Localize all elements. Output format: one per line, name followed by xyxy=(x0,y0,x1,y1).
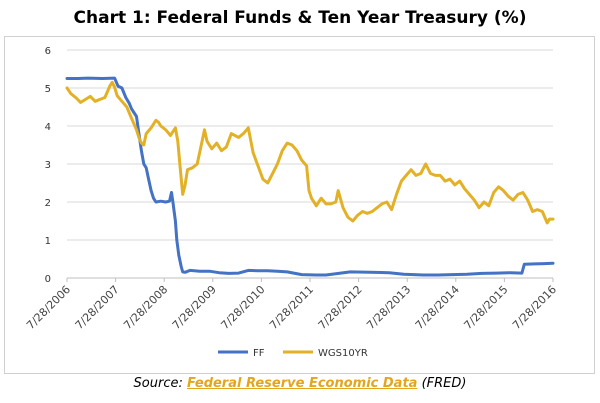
legend-label-ff: FF xyxy=(253,348,265,359)
series-lines xyxy=(65,76,555,277)
series-line-ff xyxy=(65,76,555,277)
source-caption: Source: Federal Reserve Economic Data (F… xyxy=(0,376,600,391)
x-axis-ticks: 7/28/2006 7/28/2007 7/28/2008 7/28/2009 7/28… xyxy=(24,278,559,332)
series-line-wgs10yr xyxy=(65,80,555,225)
source-prefix: Source: xyxy=(133,376,187,391)
x-tick-label: 7/28/2010 xyxy=(218,283,267,332)
legend: FF WGS10YR xyxy=(218,348,368,359)
y-tick-label: 1 xyxy=(45,236,51,247)
y-tick-label: 6 xyxy=(45,46,51,57)
y-tick-label: 3 xyxy=(45,160,51,171)
x-tick-label: 7/28/2013 xyxy=(364,283,413,332)
x-tick-label: 7/28/2006 xyxy=(24,283,73,332)
y-tick-label: 0 xyxy=(45,274,51,285)
x-tick-label: 7/28/2014 xyxy=(413,283,462,332)
source-suffix: (FRED) xyxy=(417,376,467,391)
source-link[interactable]: Federal Reserve Economic Data xyxy=(187,376,418,391)
x-tick-label: 7/28/2008 xyxy=(121,283,170,332)
chart-frame xyxy=(4,36,595,374)
gridlines xyxy=(67,49,553,279)
x-tick-label: 7/28/2016 xyxy=(510,283,559,332)
legend-label-wgs10yr: WGS10YR xyxy=(318,348,368,359)
x-tick-label: 7/28/2011 xyxy=(267,283,316,332)
chart-title: Chart 1: Federal Funds & Ten Year Treasu… xyxy=(73,8,527,28)
x-tick-label: 7/28/2007 xyxy=(73,283,122,332)
x-tick-label: 7/28/2015 xyxy=(461,283,510,332)
x-tick-label: 7/28/2009 xyxy=(170,283,219,332)
y-tick-label: 4 xyxy=(45,122,51,133)
y-tick-label: 2 xyxy=(45,198,51,209)
x-tick-label: 7/28/2012 xyxy=(316,283,365,332)
y-axis-ticks: 0 1 2 3 4 5 6 xyxy=(45,46,51,285)
y-tick-label: 5 xyxy=(45,84,51,95)
